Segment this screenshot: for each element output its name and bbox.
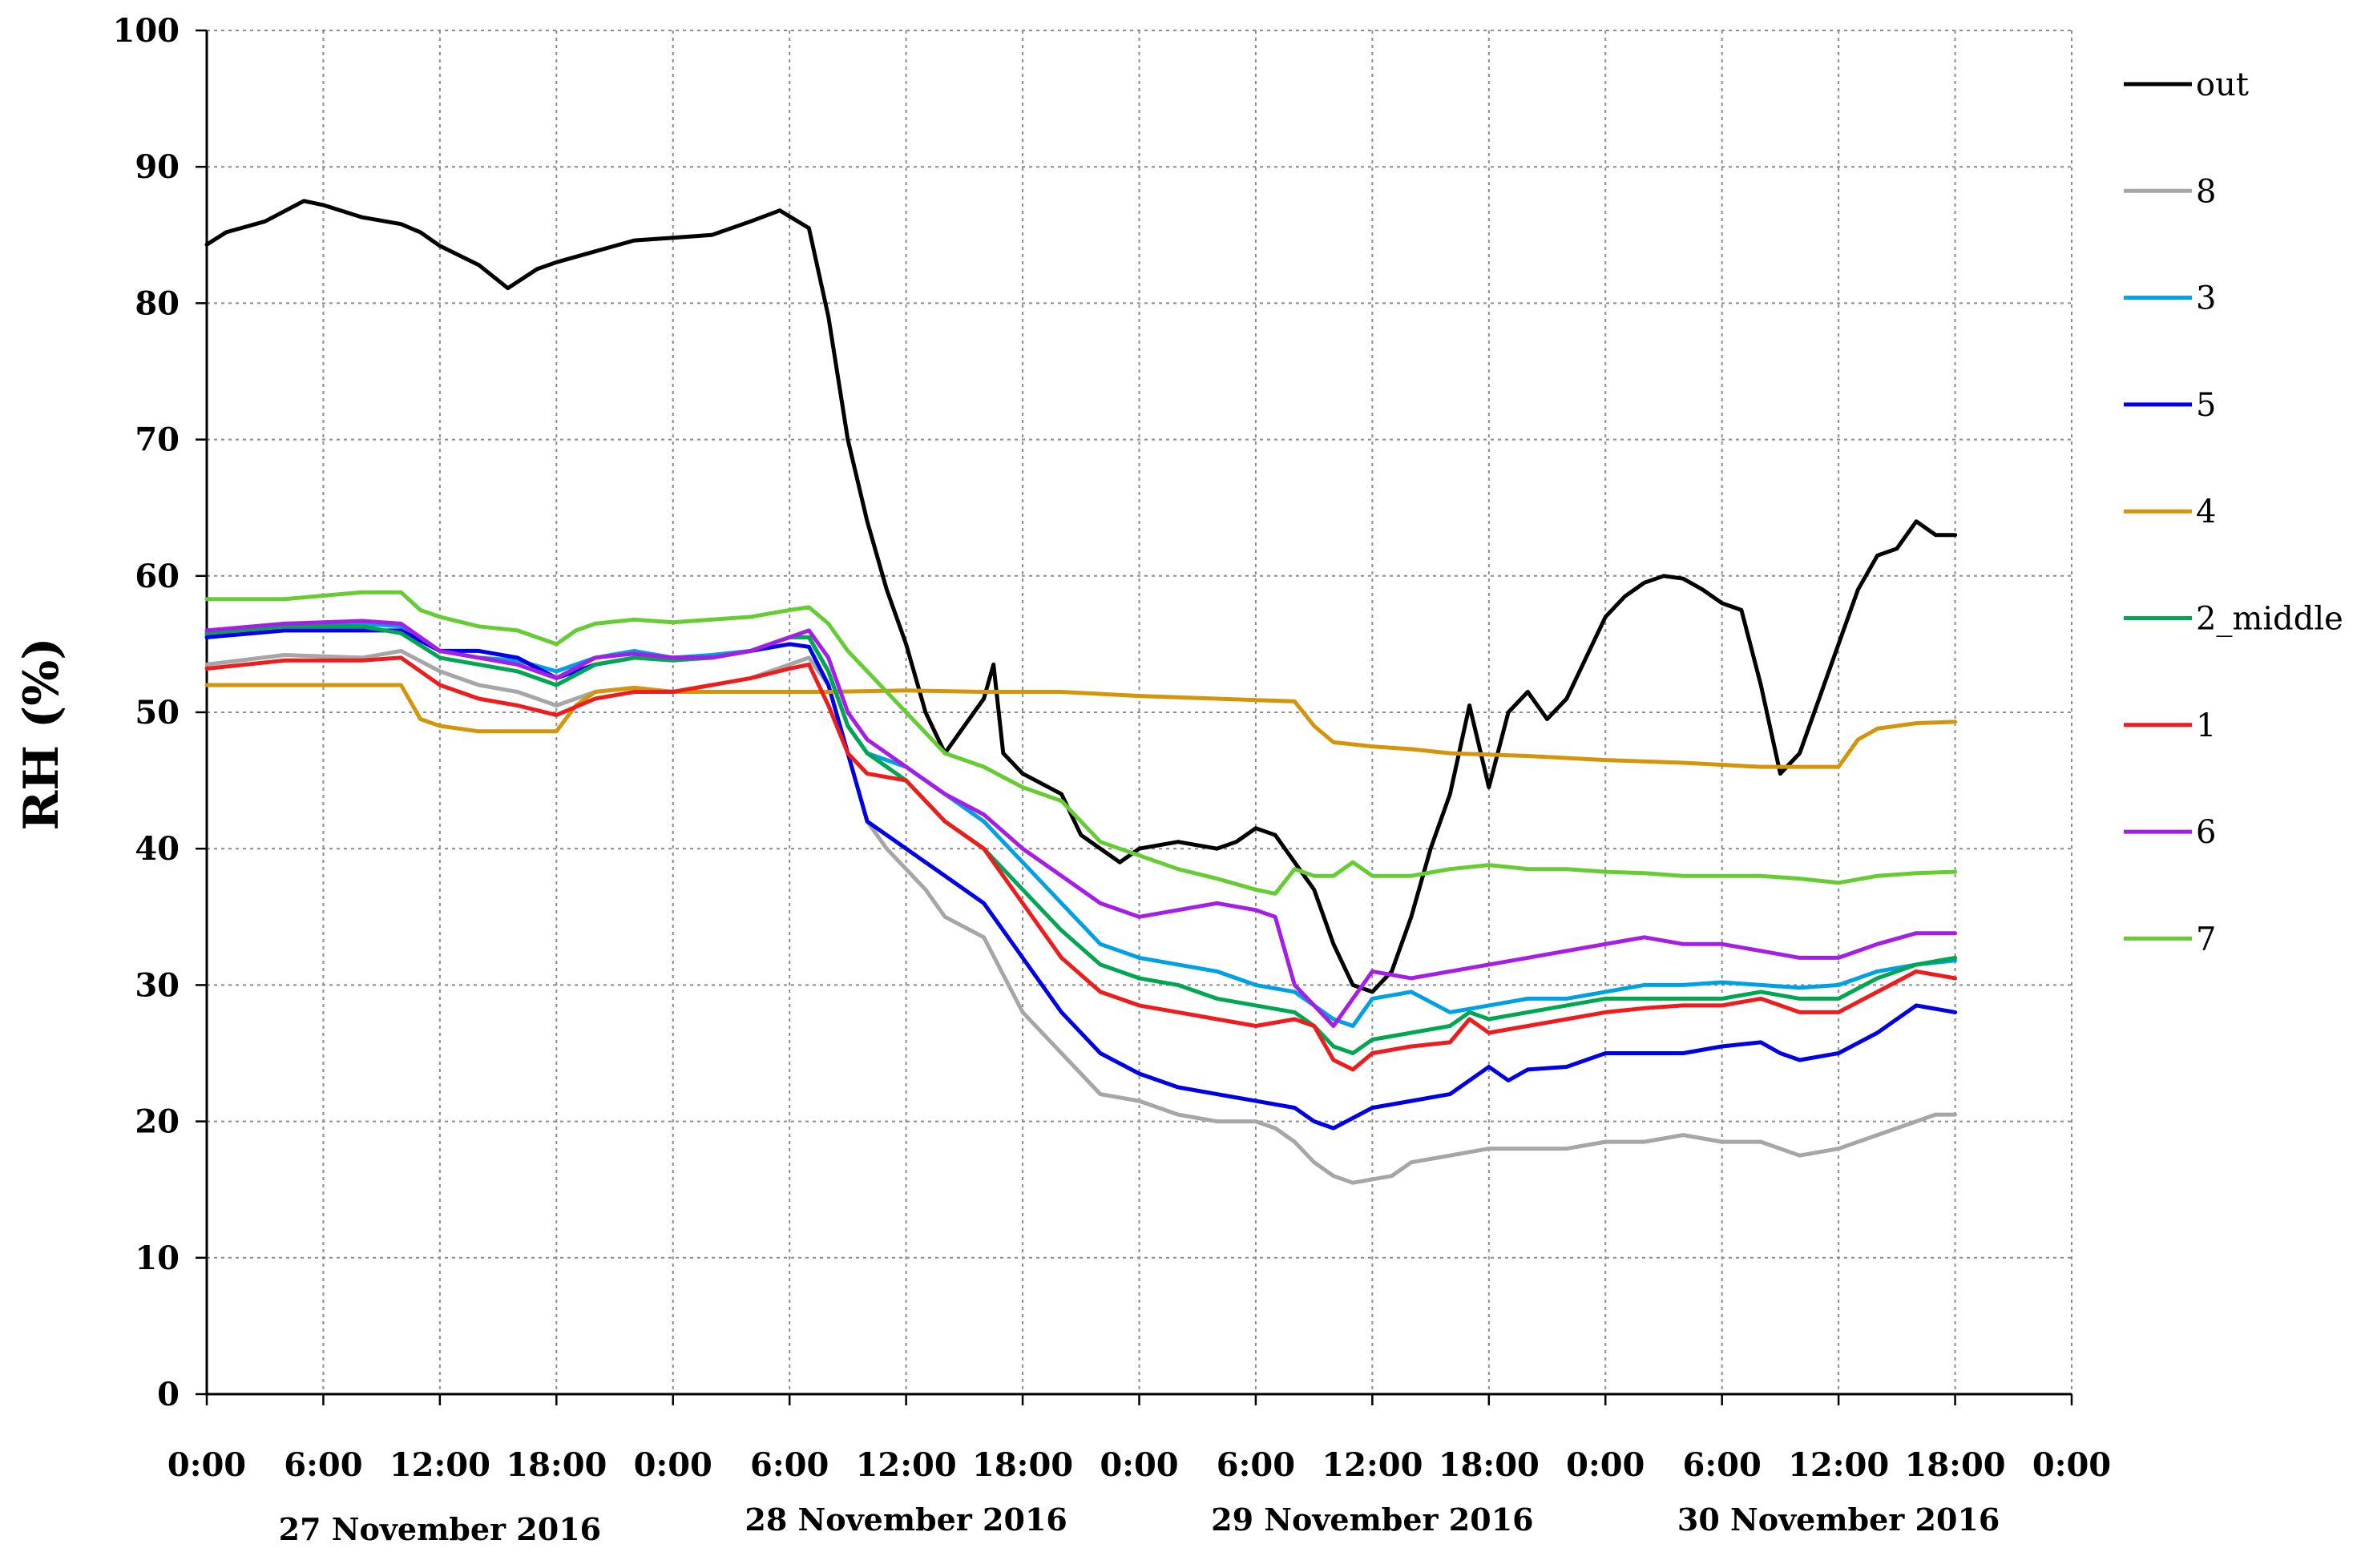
legend-label-6: 6 xyxy=(2196,814,2216,851)
y-tick-label: 10 xyxy=(135,1239,180,1277)
legend-label-4: 4 xyxy=(2196,494,2216,530)
y-tick-labels: 0 10 20 30 40 50 60 70 80 90 100 xyxy=(113,12,180,1413)
legend-label-1: 1 xyxy=(2196,707,2216,744)
x-tick-label: 12:00 xyxy=(389,1446,490,1484)
series-line-out xyxy=(204,199,1958,994)
y-tick-label: 40 xyxy=(135,830,180,868)
series-line-3 xyxy=(204,621,1958,1028)
date-labels: 27 November 2016 28 November 2016 29 Novem… xyxy=(279,1501,2000,1547)
x-tick-label: 12:00 xyxy=(1788,1446,1889,1484)
x-tick-label: 6:00 xyxy=(284,1446,362,1484)
x-tick-label: 6:00 xyxy=(1217,1446,1295,1484)
x-tick-label: 12:00 xyxy=(856,1446,957,1484)
date-label: 29 November 2016 xyxy=(1211,1501,1533,1538)
x-tick-label: 18:00 xyxy=(506,1446,607,1484)
y-tick-label: 0 xyxy=(157,1376,180,1413)
y-tick-label: 100 xyxy=(113,12,180,50)
date-label: 27 November 2016 xyxy=(279,1511,601,1547)
date-label: 30 November 2016 xyxy=(1677,1501,2000,1538)
x-tick-label: 18:00 xyxy=(1439,1446,1540,1484)
legend-label-out: out xyxy=(2196,67,2249,103)
y-tick-label: 80 xyxy=(135,284,180,322)
x-tick-label: 18:00 xyxy=(972,1446,1073,1484)
x-tick-labels: 0:00 6:00 12:00 18:00 0:00 6:00 12:00 18:00 0:00… xyxy=(167,1446,2111,1484)
series-line-4 xyxy=(204,683,1958,769)
legend-label-3: 3 xyxy=(2196,280,2216,317)
x-tick-label: 0:00 xyxy=(2032,1446,2111,1484)
x-tick-label: 0:00 xyxy=(1100,1446,1178,1484)
x-tick-label: 0:00 xyxy=(167,1446,246,1484)
legend-label-8: 8 xyxy=(2196,173,2216,210)
legend-label-5: 5 xyxy=(2196,387,2216,424)
x-tick-label: 0:00 xyxy=(1566,1446,1645,1484)
legend: out 8 3 5 4 2_middle 1 6 7 xyxy=(2124,67,2343,957)
series-line-7 xyxy=(204,590,1958,896)
y-tick-label: 70 xyxy=(135,421,180,459)
y-tick-label: 60 xyxy=(135,558,180,595)
x-tick-label: 6:00 xyxy=(1683,1446,1762,1484)
y-tick-label: 90 xyxy=(135,148,180,186)
gridlines xyxy=(207,30,2072,1394)
series-lines xyxy=(204,199,1958,1185)
x-tick-label: 12:00 xyxy=(1322,1446,1423,1484)
legend-label-2_middle: 2_middle xyxy=(2196,601,2343,638)
x-tick-label: 18:00 xyxy=(1905,1446,2006,1484)
x-tick-label: 0:00 xyxy=(634,1446,712,1484)
series-line-5 xyxy=(204,628,1958,1131)
series-line-2_middle xyxy=(204,624,1958,1055)
y-tick-label: 30 xyxy=(135,966,180,1004)
y-tick-label: 20 xyxy=(135,1103,180,1141)
y-tick-label: 50 xyxy=(135,694,180,732)
date-label: 28 November 2016 xyxy=(745,1501,1067,1538)
y-axis-label: RH (%) xyxy=(14,637,70,830)
series-line-1 xyxy=(204,655,1958,1072)
x-tick-label: 6:00 xyxy=(750,1446,829,1484)
legend-label-7: 7 xyxy=(2196,921,2216,957)
series-line-6 xyxy=(204,619,1958,1028)
axes xyxy=(196,29,2073,1405)
